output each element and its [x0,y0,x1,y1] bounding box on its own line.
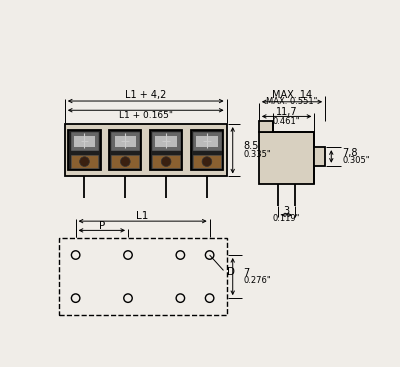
Bar [68,130,101,170]
Bar [152,155,180,168]
Bar [112,155,139,168]
Text: 0.276": 0.276" [244,276,271,285]
Text: D: D [227,267,235,277]
Circle shape [205,251,214,259]
Circle shape [80,157,89,167]
Bar [74,137,95,147]
Text: 7: 7 [244,268,250,278]
Bar [65,124,226,177]
Bar [150,130,182,170]
Text: 0.461": 0.461" [273,117,300,126]
Bar [314,147,325,166]
Bar [259,121,273,132]
Circle shape [124,294,132,302]
Circle shape [176,251,184,259]
Text: L1 + 4,2: L1 + 4,2 [125,90,166,100]
Bar [59,238,226,315]
Text: L1: L1 [136,211,149,221]
Circle shape [202,157,212,167]
Bar [155,137,177,147]
Text: MAX. 14: MAX. 14 [272,90,312,100]
Circle shape [72,294,80,302]
Circle shape [176,294,184,302]
Bar [191,130,223,170]
Text: 11,7: 11,7 [276,107,298,117]
Bar [112,132,139,150]
Circle shape [161,157,171,167]
Bar [114,137,136,147]
Text: 0.305": 0.305" [342,156,370,165]
Text: 3: 3 [284,206,290,216]
Text: P: P [99,221,105,231]
Bar [109,130,142,170]
Bar [71,155,98,168]
Bar [193,132,221,150]
Bar [71,132,98,150]
Circle shape [124,251,132,259]
Bar [259,132,314,184]
Circle shape [72,251,80,259]
Bar [196,137,218,147]
Text: 7,8: 7,8 [342,148,358,159]
Circle shape [205,294,214,302]
Text: 0.119": 0.119" [273,214,300,224]
Text: 8.5: 8.5 [244,141,259,152]
Text: L1 + 0.165": L1 + 0.165" [119,111,173,120]
Bar [193,155,221,168]
Text: 0.335": 0.335" [244,150,271,159]
Circle shape [120,157,130,167]
Text: MAX. 0.551": MAX. 0.551" [266,97,318,106]
Bar [152,132,180,150]
